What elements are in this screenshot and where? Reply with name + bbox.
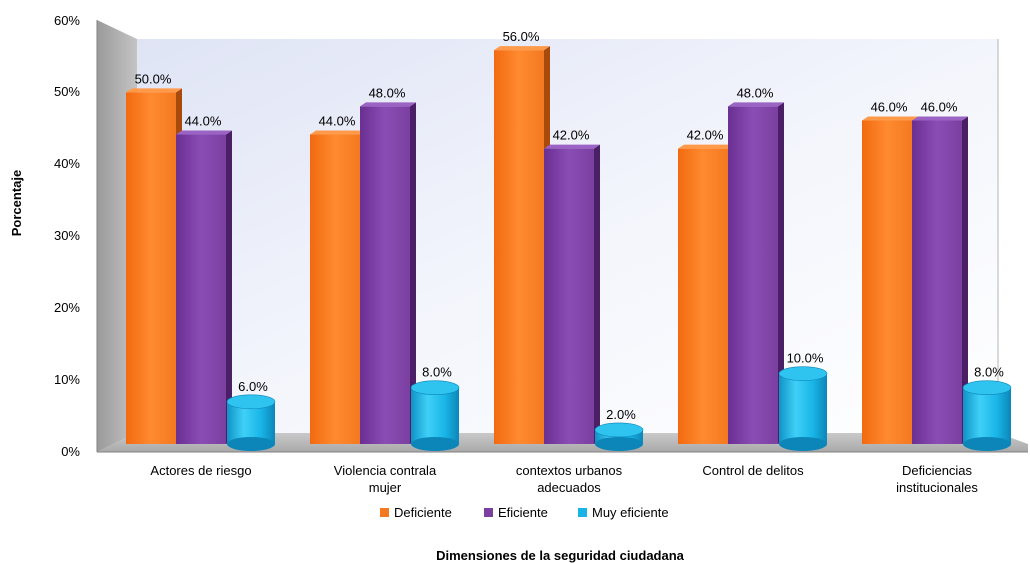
legend-swatch-eficiente [484, 508, 493, 517]
y-tick-label: 40% [54, 156, 80, 171]
legend-swatch-muy-eficiente [578, 508, 587, 517]
bar-eficiente-1 [176, 130, 232, 445]
data-label: 48.0% [737, 85, 774, 100]
data-label: 6.0% [238, 379, 268, 394]
bar-eficiente-3 [544, 144, 600, 444]
data-label: 42.0% [553, 128, 590, 143]
y-tick-label: 20% [54, 300, 80, 315]
y-tick-label: 50% [54, 84, 80, 99]
bar-deficiente-4 [678, 144, 734, 444]
y-tick-label: 10% [54, 372, 80, 387]
bar-muy-eficiente-4 [778, 366, 828, 451]
bar-muy-eficiente-2 [410, 380, 460, 451]
category-label: Actores de riesgo [150, 463, 251, 478]
category-labels-group: Actores de riesgo Violencia contrala mujer… [150, 463, 978, 495]
y-tick-label: 0% [61, 444, 80, 459]
legend-label-eficiente: Eficiente [498, 505, 548, 520]
y-tick-label: 60% [54, 13, 80, 28]
bar-eficiente-5 [912, 116, 968, 444]
y-tick-label: 30% [54, 228, 80, 243]
legend-label-muy-eficiente: Muy eficiente [592, 505, 669, 520]
data-label: 48.0% [369, 85, 406, 100]
bar-eficiente-2 [360, 102, 416, 445]
data-label: 44.0% [319, 114, 356, 129]
bar-eficiente-4 [728, 102, 784, 445]
bars-group [126, 46, 1012, 451]
bar-deficiente-2 [310, 130, 366, 445]
data-label: 8.0% [422, 365, 452, 380]
bar-deficiente-3 [494, 46, 550, 445]
legend-item-muy-eficiente: Muy eficiente [578, 505, 669, 520]
x-axis-title: Dimensiones de la seguridad ciudadana [436, 548, 685, 563]
category-label: Violencia contrala mujer [334, 463, 437, 495]
legend-item-eficiente: Eficiente [484, 505, 548, 520]
data-label: 2.0% [606, 407, 636, 422]
bar-deficiente-1 [126, 88, 182, 444]
legend: Deficiente Eficiente Muy eficiente [380, 505, 669, 520]
data-label: 46.0% [921, 99, 958, 114]
data-label: 42.0% [687, 128, 724, 143]
data-label: 8.0% [974, 365, 1004, 380]
legend-swatch-deficiente [380, 508, 389, 517]
data-label: 56.0% [503, 29, 540, 44]
category-label: contextos urbanos adecuados [516, 463, 623, 495]
bar-deficiente-5 [862, 116, 918, 444]
category-label: Deficiencias institucionales [896, 463, 978, 495]
y-axis-title: Porcentaje [9, 170, 24, 236]
data-label: 44.0% [185, 114, 222, 129]
category-label: Control de delitos [702, 463, 804, 478]
data-label: 50.0% [135, 71, 172, 86]
data-label: 46.0% [871, 99, 908, 114]
data-label: 10.0% [787, 351, 824, 366]
bar-muy-eficiente-5 [962, 380, 1012, 451]
legend-item-deficiente: Deficiente [380, 505, 452, 520]
y-tick-labels: 0% 10% 20% 30% 40% 50% 60% [54, 13, 80, 459]
bar-muy-eficiente-3 [594, 422, 644, 451]
data-labels-group: 50.0% 44.0% 6.0% 44.0% 48.0% 8.0% 56.0% 42.0% 2.… [135, 29, 1005, 422]
bar-muy-eficiente-1 [226, 394, 276, 451]
legend-label-deficiente: Deficiente [394, 505, 452, 520]
